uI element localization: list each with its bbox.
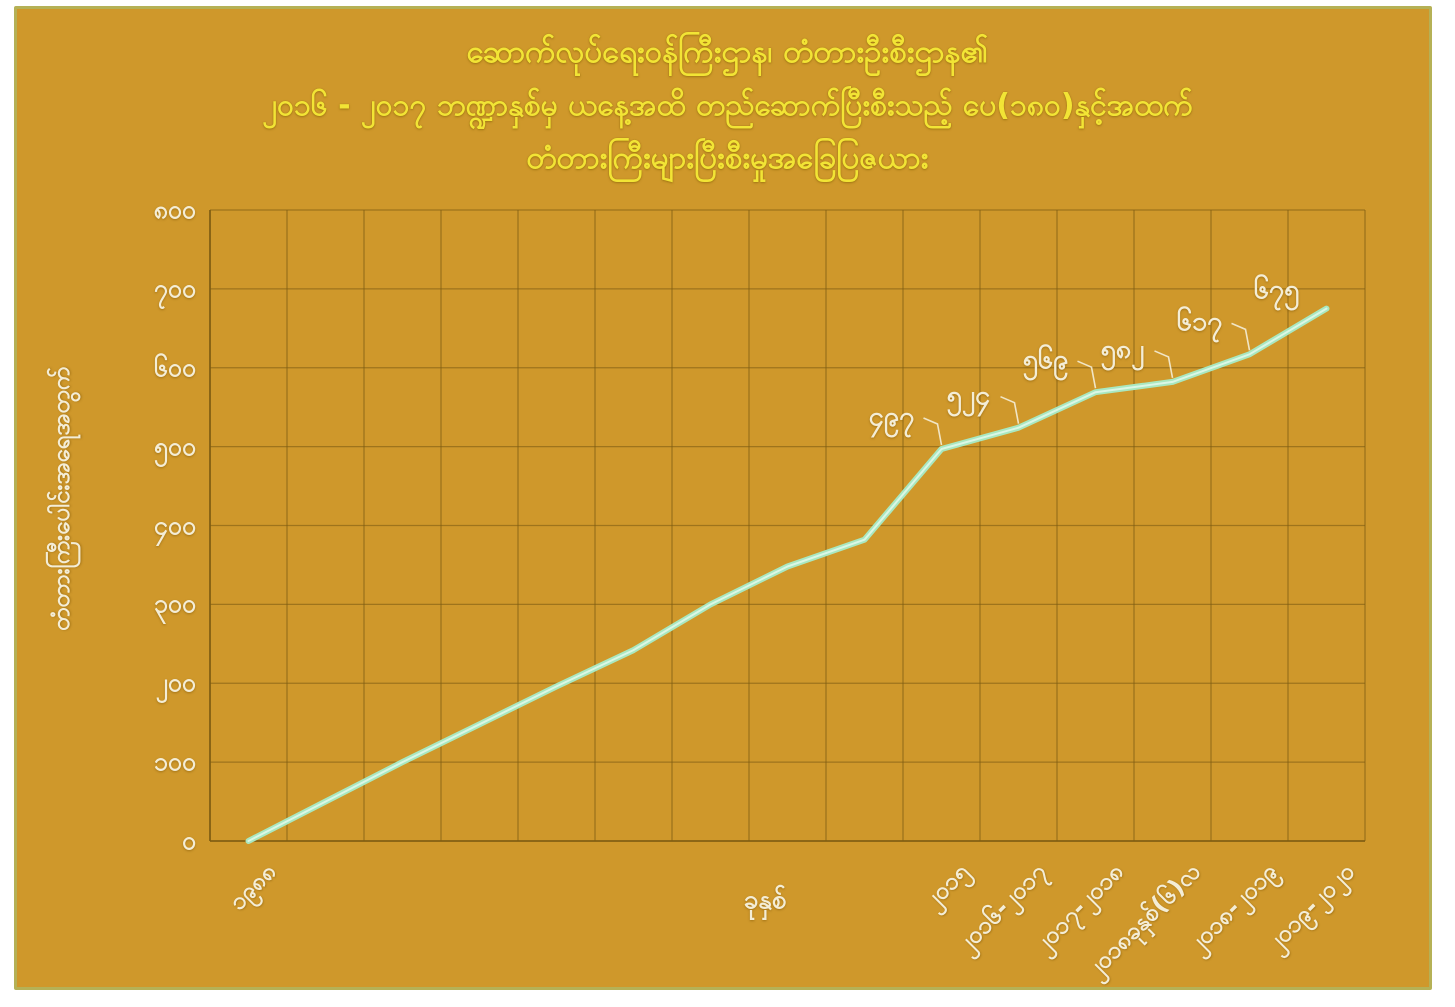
data-label: ၅၂၄	[946, 379, 991, 411]
x-axis-title: ခုနှစ်	[743, 885, 787, 915]
y-tick-label: ၂၀၀	[155, 668, 196, 698]
y-tick-label: ၄၀၀	[153, 510, 196, 540]
data-label-callouts	[923, 322, 1251, 446]
data-label: ၆၁၇	[1176, 306, 1223, 338]
data-label: ၅၆၉	[1022, 344, 1069, 376]
y-tick-label: ၈၀၀	[153, 195, 196, 224]
chart-title-line2: ၂၀၁၆ - ၂၀၁၇ ဘဏ္ဍာနှစ်မှ ယနေ့အထိ တည်ဆောက်…	[262, 88, 1193, 123]
callout-line	[1231, 322, 1251, 351]
chart-title: ဆောက်လုပ်ရေးဝန်ကြီးဌာန၊ တံတားဦးစီးဌာန၏ ၂…	[0, 26, 1455, 185]
y-tick-label: ၅၀၀	[153, 431, 196, 461]
callout-line	[1154, 350, 1174, 379]
data-label: ၆၇၅	[1253, 273, 1300, 305]
series-line-highlight	[247, 307, 1328, 842]
axis-lines	[209, 210, 1365, 842]
y-tick-label: ၁၀၀	[153, 747, 196, 777]
y-tick-label: ၆၀၀	[153, 352, 196, 382]
callout-line	[1000, 395, 1020, 424]
y-tick-label: ၇၀၀	[153, 273, 196, 303]
data-label: ၅၈၂	[1100, 333, 1145, 365]
chart-panel	[14, 6, 1432, 990]
y-tick-label: ၃၀၀	[153, 589, 196, 619]
callout-line	[923, 417, 943, 446]
series-line	[245, 305, 1330, 844]
y-tick-label: ၀	[181, 826, 196, 855]
callout-line	[1077, 360, 1097, 389]
chart-title-line3: တံတားကြီးများပြီးစီးမှုအခြေပြဇယား	[526, 140, 929, 176]
chart-title-line1: ဆောက်လုပ်ရေးဝန်ကြီးဌာန၊ တံတားဦးစီးဌာန၏	[466, 34, 989, 70]
series-line-path	[245, 305, 1330, 844]
data-label: ၄၉၇	[868, 400, 915, 432]
